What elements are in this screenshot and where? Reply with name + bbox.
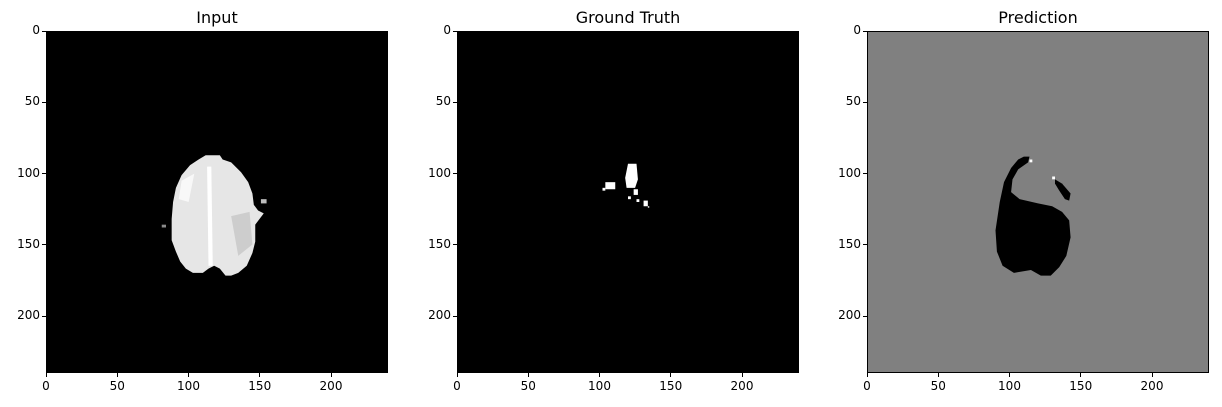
y-tick-label: 200 — [17, 308, 40, 322]
brain-bright-region — [178, 173, 195, 202]
y-tick — [863, 30, 867, 32]
x-tick-label: 100 — [177, 379, 200, 393]
x-tick — [1080, 373, 1082, 377]
y-tick — [863, 173, 867, 174]
y-tick — [453, 173, 457, 174]
panel-title: Input — [196, 8, 238, 27]
y-tick — [863, 244, 867, 246]
speck — [260, 199, 267, 204]
predicted-spot — [1052, 176, 1055, 180]
x-tick — [45, 373, 47, 377]
x-tick — [1009, 373, 1010, 377]
lesion-blob — [643, 200, 648, 207]
x-tick — [599, 373, 600, 377]
y-tick-label: 100 — [428, 165, 451, 180]
y-tick — [863, 315, 867, 317]
x-tick — [1151, 373, 1153, 377]
x-tick-label: 150 — [1069, 379, 1093, 393]
image-canvas — [868, 32, 1208, 372]
image-axes — [867, 31, 1209, 373]
y-tick — [453, 30, 457, 32]
lesion-blob — [605, 182, 616, 190]
x-tick-label: 150 — [659, 379, 683, 393]
y-tick-label: 150 — [17, 236, 40, 251]
predicted-spot — [1029, 159, 1033, 163]
x-tick-label: 100 — [588, 379, 611, 393]
image-background — [458, 32, 798, 372]
lesion-blob — [633, 189, 638, 195]
y-tick-label: 100 — [838, 165, 861, 180]
x-tick — [188, 373, 189, 377]
panel-title: Ground Truth — [575, 8, 681, 27]
x-tick — [116, 373, 118, 377]
y-tick — [42, 173, 46, 174]
y-tick-label: 0 — [32, 23, 40, 37]
x-tick-label: 100 — [998, 379, 1021, 393]
x-tick-label: 0 — [863, 379, 871, 393]
y-tick-label: 50 — [24, 94, 40, 109]
y-tick-label: 200 — [838, 308, 861, 322]
y-tick — [42, 101, 46, 103]
x-tick-label: 50 — [109, 379, 125, 393]
image-canvas — [458, 32, 798, 372]
x-tick-label: 50 — [930, 379, 946, 393]
x-tick-label: 0 — [453, 379, 461, 393]
x-tick — [670, 373, 672, 377]
y-tick — [42, 30, 46, 32]
predicted-region — [995, 156, 1071, 276]
image-axes — [457, 31, 799, 373]
y-tick-label: 50 — [845, 94, 861, 109]
x-tick-label: 0 — [42, 379, 50, 393]
x-tick — [330, 373, 332, 377]
y-tick-label: 150 — [428, 236, 451, 251]
y-tick — [42, 315, 46, 317]
x-tick-label: 200 — [1140, 379, 1164, 393]
y-tick — [453, 101, 457, 103]
x-tick — [259, 373, 261, 377]
x-tick — [527, 373, 529, 377]
x-tick-label: 200 — [730, 379, 754, 393]
y-tick-label: 150 — [838, 236, 861, 251]
y-tick-label: 0 — [853, 23, 861, 37]
lesion-blob — [636, 199, 640, 202]
lesion-blob — [625, 163, 638, 188]
panel-title: Prediction — [998, 8, 1078, 27]
x-tick — [456, 373, 458, 377]
image-background — [868, 32, 1208, 372]
y-tick — [863, 101, 867, 103]
x-tick-label: 50 — [520, 379, 536, 393]
predicted-region — [1055, 179, 1071, 201]
brain-shaded-region — [231, 211, 253, 256]
y-tick — [453, 244, 457, 246]
x-tick-label: 150 — [248, 379, 272, 393]
lesion-blob — [602, 187, 606, 191]
image-axes — [46, 31, 388, 373]
y-tick — [453, 315, 457, 317]
lesion-blob — [628, 196, 631, 200]
image-canvas — [47, 32, 387, 372]
speck — [161, 224, 166, 228]
y-tick-label: 100 — [17, 165, 40, 180]
y-tick-label: 0 — [443, 23, 451, 37]
lesion-blob — [647, 206, 650, 208]
x-tick-label: 200 — [319, 379, 343, 393]
y-tick — [42, 244, 46, 246]
y-tick-label: 200 — [428, 308, 451, 322]
x-tick — [866, 373, 868, 377]
y-tick-label: 50 — [435, 94, 451, 109]
brain-midline — [207, 166, 213, 266]
x-tick — [741, 373, 743, 377]
x-tick — [937, 373, 939, 377]
